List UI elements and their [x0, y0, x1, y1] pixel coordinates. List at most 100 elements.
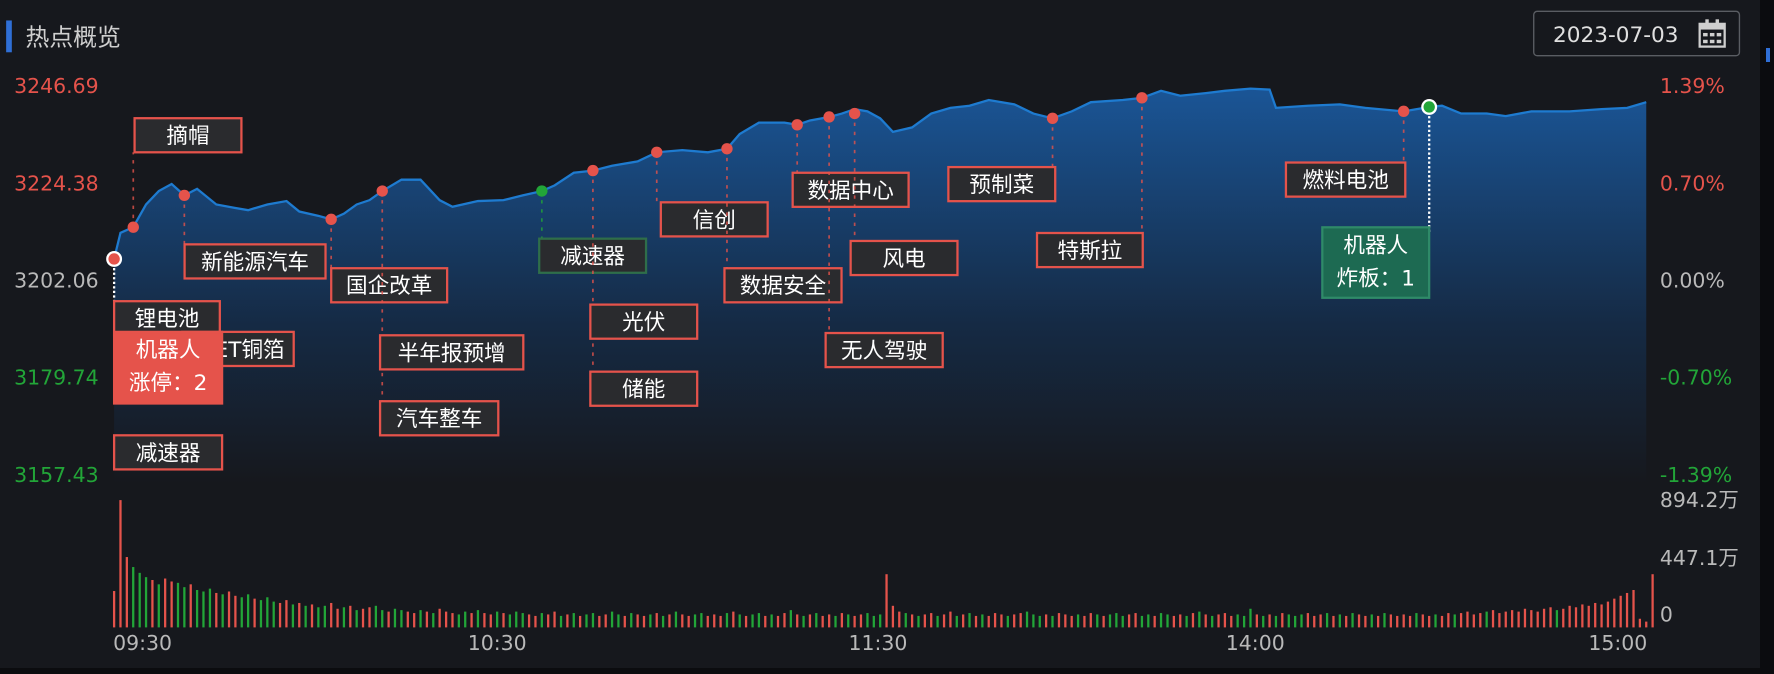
- volume-bar: [444, 611, 448, 628]
- volume-bar: [1038, 615, 1041, 628]
- event-label-frame: [589, 303, 699, 340]
- volume-bar: [534, 615, 537, 628]
- event-label-box[interactable]: 半年报预增: [378, 334, 525, 371]
- event-marker-up[interactable]: 信创: [651, 146, 769, 238]
- volume-bar: [559, 615, 563, 628]
- volume-bar: [1453, 614, 1456, 628]
- event-label-frame: [1035, 231, 1144, 269]
- event-label-box[interactable]: 数据安全: [723, 267, 843, 304]
- volume-bar: [317, 607, 320, 628]
- event-label-text: 燃料电池: [1302, 169, 1388, 194]
- event-marker-up[interactable]: 无人驾驶: [823, 111, 944, 369]
- volume-bar: [400, 610, 403, 628]
- event-dot: [848, 107, 861, 120]
- volume-bar: [834, 615, 837, 628]
- volume-bar: [1274, 615, 1278, 628]
- event-label-box[interactable]: 国企改革: [330, 267, 449, 304]
- event-marker-up[interactable]: 摘帽: [127, 117, 243, 233]
- volume-tick-label: 0: [1660, 603, 1673, 627]
- event-marker-up[interactable]: 特斯拉: [1035, 92, 1148, 269]
- event-label-box[interactable]: 光伏: [589, 303, 699, 340]
- volume-bar: [789, 610, 792, 628]
- event-label-box[interactable]: 摘帽: [133, 117, 243, 154]
- event-label-box[interactable]: 汽车整车: [378, 400, 500, 437]
- event-dot: [178, 189, 191, 202]
- event-label-box[interactable]: 减速器: [112, 434, 224, 471]
- volume-bar: [170, 581, 173, 628]
- volume-bar: [1057, 613, 1061, 628]
- volume-bar: [1562, 608, 1565, 628]
- volume-bar: [866, 613, 869, 628]
- event-label-text: 汽车整车: [396, 407, 482, 432]
- volume-bar: [1191, 613, 1195, 628]
- event-label-box[interactable]: 锂电池: [112, 300, 221, 337]
- volume-bar: [125, 557, 128, 628]
- calendar-icon[interactable]: [1698, 19, 1726, 48]
- volume-bar: [1159, 613, 1163, 628]
- volume-bar: [285, 600, 288, 628]
- volume-bar: [1268, 614, 1271, 628]
- event-label-text: 新能源汽车: [201, 250, 309, 275]
- event-marker-up[interactable]: 燃料电池: [1284, 105, 1410, 198]
- volume-bar: [828, 614, 831, 628]
- date-picker[interactable]: 2023-07-03: [1533, 10, 1741, 57]
- volume-bar: [949, 611, 952, 628]
- event-marker-up[interactable]: 数据中心: [791, 119, 910, 208]
- volume-bar: [368, 607, 371, 628]
- volume-bar: [425, 611, 429, 628]
- volume-bar: [1070, 615, 1073, 628]
- time-tick-label: 15:00: [1588, 631, 1647, 655]
- volume-bar: [1587, 605, 1590, 628]
- volume-bar: [1096, 614, 1099, 628]
- event-marker-up[interactable]: 预制菜: [947, 112, 1059, 203]
- event-dot: [127, 221, 139, 233]
- price-tick-label: 3179.74: [14, 366, 99, 390]
- volume-bar: [1491, 610, 1495, 628]
- event-label-frame: [112, 330, 224, 405]
- event-label-box[interactable]: 无人驾驶: [824, 331, 944, 369]
- event-label-box[interactable]: 储能: [589, 370, 699, 407]
- volume-bar: [1019, 613, 1022, 628]
- event-dot: [325, 213, 337, 226]
- volume-bar: [1357, 614, 1361, 628]
- event-marker-up[interactable]: 国企改革: [325, 213, 449, 304]
- event-label-box[interactable]: 数据中心: [791, 171, 910, 208]
- volume-bar: [304, 605, 307, 628]
- event-label-box[interactable]: 新能源汽车: [183, 243, 327, 280]
- price-tick-label: 3246.69: [14, 74, 99, 98]
- event-label-box[interactable]: 信创: [659, 201, 769, 238]
- volume-bar: [1523, 608, 1527, 628]
- volume-bar: [342, 607, 346, 628]
- event-marker-up[interactable]: 新能源汽车: [178, 189, 327, 280]
- event-label-box[interactable]: 预制菜: [947, 165, 1057, 203]
- volume-bar: [272, 601, 275, 628]
- event-label-box[interactable]: 燃料电池: [1284, 161, 1407, 198]
- volume-bar: [974, 615, 978, 628]
- event-label-frame: [824, 331, 944, 369]
- event-marker-up[interactable]: 风电: [848, 107, 959, 277]
- volume-bar: [496, 611, 499, 628]
- event-marker-up[interactable]: 数据安全: [721, 143, 843, 304]
- volume-bar: [438, 608, 441, 628]
- event-label-text: 风电: [882, 247, 925, 272]
- volume-bar: [1351, 613, 1354, 628]
- volume-bar: [1115, 613, 1118, 628]
- volume-bar: [1121, 615, 1124, 628]
- volume-bar: [1313, 615, 1316, 628]
- volume-bar: [1223, 613, 1227, 628]
- volume-bar: [981, 614, 984, 628]
- volume-bar: [744, 615, 748, 628]
- event-label-frame: [723, 267, 843, 304]
- volume-bar: [227, 591, 231, 628]
- time-tick-label: 11:30: [848, 631, 907, 655]
- volume-bar: [451, 613, 454, 628]
- event-label-box[interactable]: 风电: [849, 239, 959, 277]
- event-label-box[interactable]: 特斯拉: [1035, 231, 1144, 269]
- event-dot: [1421, 99, 1438, 115]
